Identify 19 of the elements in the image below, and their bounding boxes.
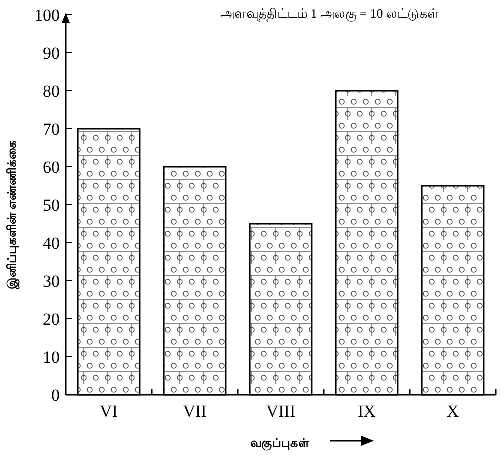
x-axis-title: வகுப்புகள் xyxy=(250,436,310,451)
y-tick-label: 20 xyxy=(43,310,60,329)
x-tick-label: VI xyxy=(100,402,118,421)
y-tick-label: 80 xyxy=(43,82,60,101)
y-tick-label: 10 xyxy=(43,348,60,367)
y-tick-label: 40 xyxy=(43,234,60,253)
y-tick-label: 50 xyxy=(43,196,60,215)
y-tick-label: 70 xyxy=(43,120,60,139)
y-tick-label: 100 xyxy=(34,6,60,25)
x-tick-label: VII xyxy=(183,402,208,421)
x-tick-label: X xyxy=(446,402,460,421)
y-tick-label: 90 xyxy=(43,44,60,63)
chart-title: அளவுத்திட்டம் 1 அலகு = 10 லட்டுகள் xyxy=(220,6,440,22)
y-axis-title: இனிப்புகளின் எண்ணிக்கை xyxy=(5,140,20,290)
x-tick-label: IX xyxy=(358,402,376,421)
x-tick-label: VIII xyxy=(266,402,296,421)
y-tick-label: 0 xyxy=(52,386,60,405)
y-tick-label: 30 xyxy=(43,272,60,291)
y-tick-label: 60 xyxy=(43,158,60,177)
